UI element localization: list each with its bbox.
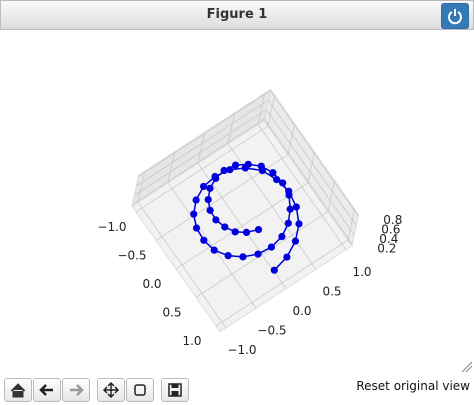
close-button[interactable]: [441, 3, 469, 29]
back-button[interactable]: [33, 378, 61, 402]
grid-line: [257, 124, 347, 250]
z-tick-label: 0.8: [383, 213, 402, 227]
data-point: [232, 161, 240, 169]
pan-button[interactable]: [97, 378, 125, 402]
window-title: Figure 1: [206, 7, 268, 22]
data-point: [192, 196, 200, 204]
data-point: [286, 205, 294, 213]
toolbar: Reset original view: [0, 376, 474, 402]
home-button[interactable]: [4, 378, 32, 402]
data-point: [295, 220, 303, 228]
data-point: [279, 179, 287, 187]
data-point: [270, 266, 278, 274]
resize-grip[interactable]: [461, 361, 473, 373]
grid-line: [327, 180, 335, 212]
x-tick-label: 1.0: [182, 334, 201, 348]
grid-line: [137, 171, 145, 203]
grid-line: [167, 182, 257, 309]
y-tick-label: 1.0: [352, 265, 371, 279]
data-point: [212, 174, 220, 183]
y-tick-label: −1.0: [227, 343, 256, 357]
grid-line: [136, 99, 269, 187]
data-point: [239, 253, 247, 261]
helix-line: [192, 163, 300, 271]
data-point: [224, 252, 232, 260]
data-point: [242, 228, 251, 236]
grid-line: [134, 109, 267, 196]
save-button[interactable]: [161, 378, 189, 402]
data-point: [212, 216, 220, 224]
data-point: [292, 203, 300, 211]
x-tick-label: 0.5: [162, 306, 181, 320]
data-point: [221, 223, 229, 231]
grid-line: [269, 90, 359, 217]
title-bar: Figure 1: [0, 0, 474, 30]
grid-line: [227, 112, 235, 144]
x-tick-label: 0.0: [142, 277, 161, 291]
data-point: [231, 228, 239, 236]
grid-line: [267, 99, 357, 226]
power-icon: [448, 9, 462, 25]
data-point: [200, 182, 208, 191]
x-tick-label: −0.5: [117, 249, 146, 263]
data-point: [278, 232, 286, 241]
data-point: [273, 175, 281, 184]
data-point: [210, 246, 218, 254]
y-tick-label: −0.5: [257, 324, 286, 338]
x-tick-label: −1.0: [97, 220, 126, 234]
grid-line: [167, 151, 175, 183]
grid-line: [307, 151, 315, 184]
grid-line: [287, 123, 295, 155]
data-point: [269, 169, 277, 177]
figure-canvas: −1.0−0.50.00.51.0−1.0−0.50.00.51.00.20.4…: [97, 88, 473, 373]
data-point: [254, 250, 262, 258]
grid-line: [267, 94, 275, 127]
grid-line: [197, 132, 205, 164]
data-point: [284, 219, 292, 227]
data-point: [192, 224, 201, 232]
data-point: [190, 210, 198, 218]
y-tick-label: 0.0: [292, 304, 311, 318]
z-tick-label: 0.4: [379, 232, 398, 246]
data-point: [206, 184, 214, 192]
data-point: [206, 206, 214, 214]
grid-line: [263, 118, 353, 245]
data-point: [291, 237, 299, 245]
forward-button[interactable]: [62, 378, 90, 402]
data-point: [220, 166, 228, 175]
z-tick-label: 0.2: [377, 241, 396, 255]
data-point: [204, 195, 212, 204]
y-tick-label: 0.5: [322, 285, 341, 299]
data-point: [226, 166, 234, 174]
data-point: [267, 243, 275, 251]
data-point: [254, 226, 263, 234]
grid-line: [347, 208, 355, 241]
status-message: Reset original view: [356, 379, 470, 393]
grid-line: [265, 109, 355, 236]
data-point: [244, 160, 252, 168]
grid-line: [257, 93, 265, 125]
data-point: [285, 191, 293, 199]
data-point: [257, 162, 265, 170]
grid-line: [132, 118, 265, 206]
data-point: [200, 236, 208, 244]
data-point: [283, 253, 291, 261]
grid-line: [138, 90, 271, 177]
z-tick-label: 0.6: [381, 223, 400, 237]
zoom-button[interactable]: [126, 378, 154, 402]
grid-line: [137, 202, 227, 328]
